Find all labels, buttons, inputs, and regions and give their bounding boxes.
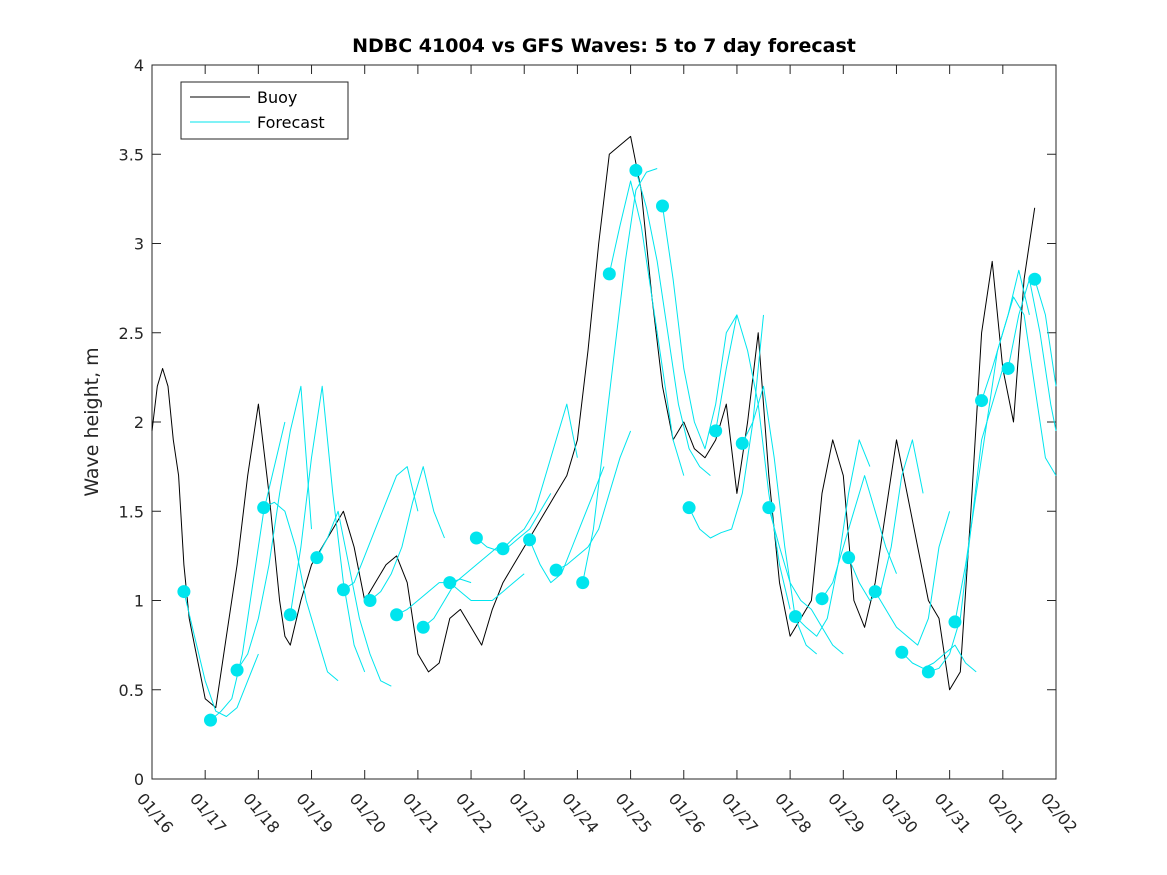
- legend-box: [180, 81, 349, 140]
- forecast-start-marker: [257, 501, 271, 515]
- y-tick-label: 1: [134, 592, 144, 611]
- forecast-start-marker: [230, 663, 244, 677]
- forecast-start-marker: [523, 533, 537, 547]
- y-tick-label: 4: [134, 56, 144, 75]
- forecast-start-marker: [390, 608, 404, 622]
- forecast-start-marker: [842, 551, 856, 565]
- forecast-series-line: [210, 421, 286, 721]
- forecast-series-line: [635, 170, 711, 476]
- forecast-series-line: [1007, 278, 1057, 431]
- forecast-start-marker: [336, 583, 350, 597]
- forecast-start-marker: [735, 436, 749, 450]
- forecast-start-marker: [576, 576, 590, 590]
- forecast-series-line: [343, 466, 419, 591]
- forecast-start-marker: [895, 645, 909, 659]
- y-tick-label: 3.5: [119, 145, 144, 164]
- y-tick-label: 3: [134, 235, 144, 254]
- forecast-series-line: [1034, 279, 1057, 387]
- forecast-series-line: [422, 546, 498, 628]
- forecast-series-line: [316, 510, 392, 687]
- forecast-start-marker: [788, 610, 802, 624]
- forecast-series-line: [529, 466, 605, 584]
- forecast-series-line: [954, 269, 1030, 622]
- legend: Buoy Forecast: [180, 81, 349, 140]
- forecast-series-line: [476, 493, 552, 551]
- forecast-series-line: [688, 314, 764, 539]
- y-tick-label: 2.5: [119, 324, 144, 343]
- forecast-series-line: [928, 368, 1004, 673]
- series-layer: [151, 135, 1057, 721]
- forecast-start-marker: [1028, 272, 1042, 286]
- forecast-series-line: [369, 466, 445, 601]
- y-tick-label: 0.5: [119, 681, 144, 700]
- forecast-start-marker: [1001, 361, 1015, 375]
- forecast-series-line: [795, 439, 871, 637]
- legend-label-buoy: Buoy: [257, 88, 297, 107]
- forecast-start-marker: [682, 501, 696, 515]
- forecast-start-marker: [815, 592, 829, 606]
- forecast-start-marker: [363, 594, 377, 607]
- forecast-series-line: [236, 385, 312, 671]
- y-tick-label: 2: [134, 413, 144, 432]
- forecast-series-line: [289, 385, 366, 673]
- y-tick-label: 1.5: [119, 502, 144, 521]
- forecast-start-marker: [948, 615, 962, 629]
- forecast-start-marker: [177, 585, 191, 599]
- y-axis-label: Wave height, m: [81, 347, 103, 496]
- forecast-start-marker: [443, 576, 457, 590]
- chart-title: NDBC 41004 vs GFS Waves: 5 to 7 day fore…: [352, 35, 856, 57]
- forecast-series-line: [848, 439, 924, 601]
- y-axis: 0 0.5 1 1.5 2 2.5 3 3.5 4: [119, 56, 1056, 789]
- forecast-start-marker: [283, 608, 297, 622]
- forecast-start-marker: [469, 531, 483, 545]
- forecast-markers: [177, 163, 1042, 727]
- forecast-series-line: [715, 314, 791, 610]
- forecast-start-marker: [203, 713, 217, 727]
- plot-area: 00.511.522.533.54 01/16 01/17 01/18 01/19 01…: [119, 56, 1082, 837]
- forecast-series-line: [662, 205, 738, 450]
- forecast-series-line: [821, 475, 897, 599]
- forecast-start-marker: [709, 424, 723, 438]
- forecast-start-marker: [496, 542, 510, 556]
- forecast-series-line: [874, 511, 951, 646]
- forecast-series-line: [741, 385, 818, 655]
- forecast-start-marker: [310, 551, 324, 565]
- forecast-series-line: [183, 591, 259, 717]
- plot-frame: [151, 64, 1057, 780]
- forecast-series-line: [502, 403, 578, 550]
- forecast-start-marker: [975, 394, 989, 408]
- forecast-start-marker: [549, 563, 563, 577]
- forecast-start-marker: [921, 665, 935, 679]
- forecast-start-marker: [868, 585, 882, 599]
- y-tick-label: 0: [134, 770, 144, 789]
- forecast-series-line: [981, 296, 1057, 476]
- forecast-start-marker: [602, 267, 616, 281]
- legend-label-forecast: Forecast: [257, 113, 325, 132]
- forecast-start-marker: [416, 620, 430, 634]
- forecast-series-line: [901, 644, 977, 673]
- forecast-start-marker: [629, 163, 643, 177]
- forecast-series-line: [582, 168, 658, 583]
- forecast-series-line: [263, 501, 339, 682]
- forecast-start-marker: [655, 199, 669, 213]
- forecast-series-line: [555, 430, 632, 571]
- forecast-start-marker: [762, 501, 776, 515]
- forecast-series-line: [608, 180, 685, 476]
- forecast-series-line: [449, 573, 525, 601]
- forecast-series-line: [768, 507, 844, 655]
